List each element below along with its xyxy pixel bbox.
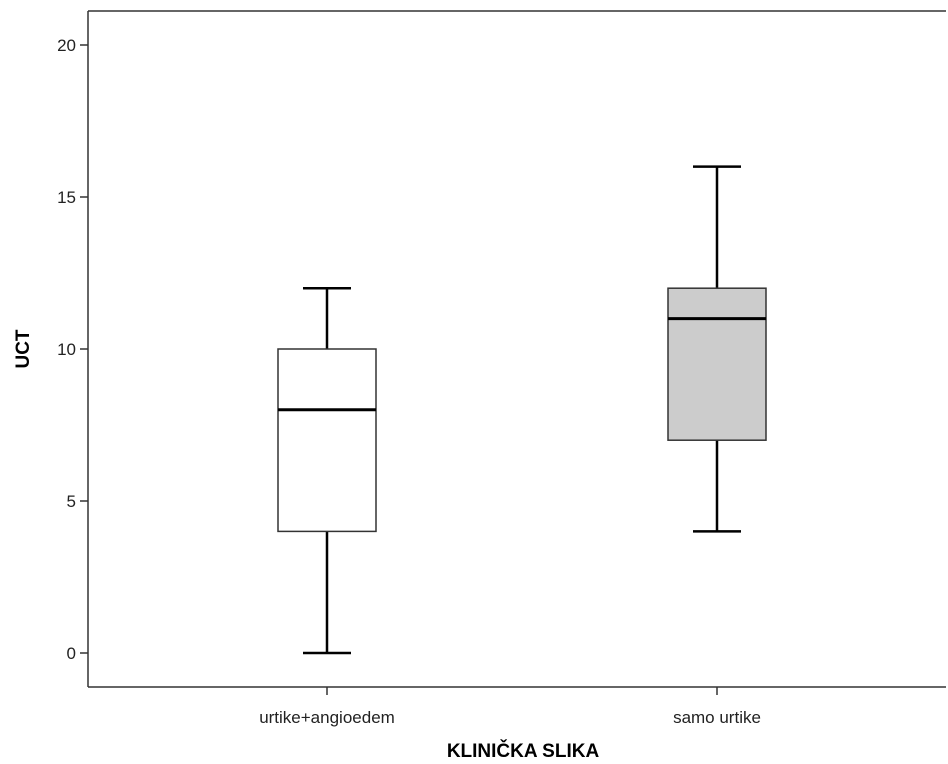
y-tick-label: 10 xyxy=(57,340,76,359)
x-axis-ticks: urtike+angioedem samo urtike xyxy=(259,687,761,727)
x-tick-label: samo urtike xyxy=(673,708,761,727)
y-tick-label: 0 xyxy=(67,644,76,663)
y-axis-ticks: 0 5 10 15 20 xyxy=(57,36,88,663)
y-tick-label: 15 xyxy=(57,188,76,207)
iqr-box xyxy=(277,348,377,533)
y-tick-label: 20 xyxy=(57,36,76,55)
y-tick-label: 5 xyxy=(67,492,76,511)
iqr-box xyxy=(667,287,767,441)
plot-frame xyxy=(87,10,946,688)
x-tick-label: urtike+angioedem xyxy=(259,708,395,727)
box-group xyxy=(277,286,377,655)
box-group xyxy=(667,165,767,533)
y-axis-title: UCT xyxy=(13,329,34,368)
x-axis-title: KLINIČKA SLIKA xyxy=(447,740,600,762)
boxes xyxy=(277,165,767,655)
